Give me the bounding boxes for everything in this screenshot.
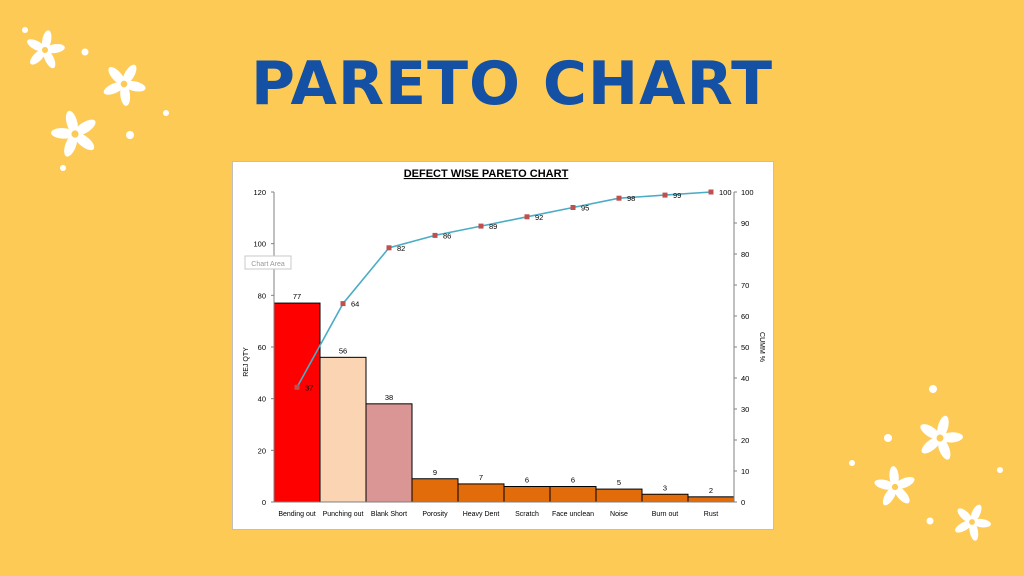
decorative-dot [126, 131, 134, 139]
y-tick-label: 0 [262, 498, 266, 507]
y2-tick-label: 50 [741, 343, 749, 352]
cumulative-value-label: 92 [535, 213, 543, 222]
bar [458, 484, 504, 502]
chart-panel: DEFECT WISE PARETO CHART REJ QTY CUMM % … [232, 161, 774, 530]
cumulative-marker [709, 190, 714, 195]
y2-axis-label: CUMM % [758, 332, 765, 362]
x-tick-label: Scratch [515, 511, 539, 518]
cumulative-marker [387, 245, 392, 250]
bar-value-label: 6 [525, 476, 529, 485]
x-tick-label: Rust [704, 511, 718, 518]
y2-tick-label: 20 [741, 436, 749, 445]
bar-value-label: 77 [293, 292, 301, 301]
x-tick-label: Burn out [652, 511, 679, 518]
y-tick-label: 20 [258, 446, 266, 455]
cumulative-marker [433, 233, 438, 238]
bar-value-label: 2 [709, 486, 713, 495]
bar [320, 357, 366, 502]
y2-tick-label: 70 [741, 281, 749, 290]
y-axis-label: REJ QTY [243, 347, 250, 377]
y2-tick-label: 80 [741, 250, 749, 259]
decorative-dot [929, 385, 937, 393]
bar [412, 479, 458, 502]
flower-icon [947, 497, 998, 547]
x-tick-label: Punching out [323, 511, 364, 518]
cumulative-marker [341, 301, 346, 306]
pareto-chart: DEFECT WISE PARETO CHART REJ QTY CUMM % … [233, 162, 773, 529]
y2-tick-label: 100 [741, 188, 754, 197]
cumulative-marker [525, 214, 530, 219]
chart-area-tooltip: Chart Area [251, 261, 285, 268]
x-tick-label: Face unclean [552, 511, 594, 518]
chart-title: DEFECT WISE PARETO CHART [404, 168, 569, 180]
cumulative-marker [663, 193, 668, 198]
bar [550, 487, 596, 503]
y2-tick-label: 60 [741, 312, 749, 321]
y-tick-label: 100 [253, 240, 266, 249]
decorative-dot [22, 27, 28, 33]
cumulative-value-label: 89 [489, 222, 497, 231]
decorative-dot [60, 165, 66, 171]
y2-tick-label: 30 [741, 405, 749, 414]
cumulative-value-label: 98 [627, 194, 635, 203]
decorative-dot [927, 518, 934, 525]
decorative-dot [849, 460, 855, 466]
y-tick-label: 40 [258, 395, 266, 404]
cumulative-value-label: 64 [351, 300, 359, 309]
y2-tick-label: 10 [741, 467, 749, 476]
bar [642, 494, 688, 502]
bar-value-label: 56 [339, 346, 347, 355]
bar-value-label: 3 [663, 483, 667, 492]
bar [688, 497, 734, 502]
cumulative-value-label: 99 [673, 191, 681, 200]
y2-tick-label: 0 [741, 498, 745, 507]
bar-value-label: 6 [571, 476, 575, 485]
y-tick-label: 120 [253, 188, 266, 197]
flower-icon [912, 410, 969, 465]
cumulative-value-label: 82 [397, 244, 405, 253]
y-tick-label: 80 [258, 291, 266, 300]
cumulative-marker [479, 224, 484, 229]
cumulative-marker [617, 196, 622, 201]
bar-value-label: 9 [433, 468, 437, 477]
decorative-dot [997, 467, 1003, 473]
y2-tick-label: 90 [741, 219, 749, 228]
x-tick-label: Blank Short [371, 511, 407, 518]
y2-tick-label: 40 [741, 374, 749, 383]
cumulative-marker [295, 385, 300, 390]
decorative-dot [884, 434, 892, 442]
bar-value-label: 38 [385, 393, 393, 402]
bar [366, 404, 412, 502]
x-tick-label: Porosity [422, 511, 448, 518]
y-tick-label: 60 [258, 343, 266, 352]
x-tick-label: Bending out [278, 511, 315, 518]
cumulative-marker [571, 205, 576, 210]
x-tick-label: Heavy Dent [463, 511, 500, 518]
bar-value-label: 7 [479, 473, 483, 482]
cumulative-value-label: 86 [443, 231, 451, 240]
bar-value-label: 5 [617, 478, 621, 487]
bar [274, 303, 320, 502]
flower-icon [872, 464, 918, 508]
x-tick-label: Noise [610, 511, 628, 518]
cumulative-value-label: 95 [581, 204, 589, 213]
cumulative-value-label: 100 [719, 188, 732, 197]
page-title: PARETO CHART [0, 54, 1024, 114]
bar [596, 489, 642, 502]
bar [504, 487, 550, 503]
cumulative-value-label: 37 [305, 383, 313, 392]
